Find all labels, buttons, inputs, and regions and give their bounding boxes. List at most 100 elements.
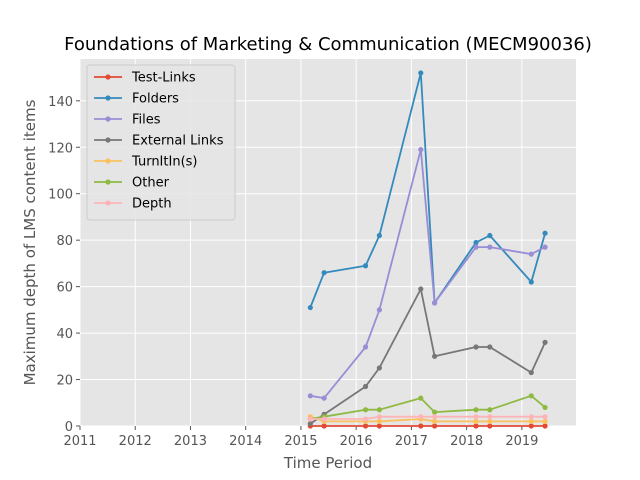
legend-item: Test-Links — [94, 71, 196, 86]
legend-marker — [105, 137, 111, 143]
x-tick-label: 2013 — [174, 434, 207, 449]
x-tick-label: 2014 — [229, 434, 262, 449]
legend-marker — [105, 200, 111, 206]
data-point — [542, 414, 548, 420]
y-tick-label: 140 — [48, 95, 73, 110]
x-axis-label: Time Period — [283, 454, 372, 472]
data-point — [528, 369, 534, 376]
data-point — [528, 279, 534, 285]
data-point — [376, 418, 382, 424]
data-point — [307, 393, 313, 399]
series-depth — [307, 414, 548, 422]
x-tick-label: 2019 — [505, 434, 538, 449]
data-point — [376, 414, 382, 420]
x-tick-label: 2018 — [450, 434, 483, 449]
data-point — [362, 383, 369, 390]
data-point — [487, 418, 493, 424]
data-point — [362, 407, 369, 413]
data-point — [362, 423, 369, 429]
series-line — [310, 415, 546, 423]
data-point — [307, 416, 313, 422]
data-point — [307, 304, 313, 311]
series-line — [310, 415, 546, 420]
data-point — [528, 423, 534, 429]
legend-box — [86, 64, 236, 221]
data-point — [418, 70, 424, 76]
y-tick-label: 80 — [56, 234, 73, 249]
y-tick-label: 60 — [56, 281, 73, 296]
data-point — [376, 232, 382, 239]
legend-marker — [105, 95, 111, 101]
data-point — [321, 416, 327, 422]
data-point — [473, 407, 479, 413]
data-point — [473, 244, 479, 250]
data-point — [528, 418, 534, 424]
data-point — [487, 414, 493, 420]
data-point — [473, 239, 479, 246]
y-axis-label: Maximum depth of LMS content items — [21, 99, 39, 385]
legend-item: Folders — [94, 92, 179, 107]
x-tick-label: 2016 — [340, 434, 373, 449]
data-point — [432, 409, 438, 415]
data-point — [432, 300, 438, 306]
legend-label: Files — [132, 113, 161, 128]
series-files — [307, 146, 548, 401]
y-tick-label: 40 — [56, 327, 73, 342]
data-point — [432, 353, 438, 359]
data-point — [321, 423, 327, 429]
data-point — [487, 423, 493, 429]
data-point — [528, 393, 534, 399]
series-line — [310, 394, 546, 420]
x-tick-label: 2011 — [63, 434, 96, 449]
data-point — [487, 232, 493, 239]
legend-item: Depth — [94, 197, 172, 212]
legend-label: Other — [132, 176, 170, 191]
data-point — [362, 263, 369, 269]
data-point — [487, 244, 493, 250]
legend-label: Folders — [132, 92, 179, 107]
data-point — [542, 418, 548, 424]
legend-label: Test-Links — [131, 71, 196, 86]
data-point — [473, 344, 479, 350]
data-point — [376, 307, 382, 313]
data-point — [307, 421, 313, 427]
legend-marker — [105, 179, 111, 185]
x-axis-ticks: 2011 2012 2013 2014 2015 2016 2017 2018 2019 — [63, 426, 538, 449]
legend-marker — [105, 74, 111, 80]
x-tick-label: 2017 — [395, 434, 428, 449]
data-point — [432, 423, 438, 429]
series-line — [310, 148, 546, 400]
y-tick-label: 0 — [65, 420, 73, 435]
data-point — [432, 414, 438, 420]
data-point — [473, 423, 479, 429]
series-line — [309, 72, 546, 308]
data-point — [542, 404, 548, 411]
legend-marker — [105, 158, 111, 164]
legend-item: External Links — [94, 134, 224, 149]
data-point — [321, 395, 327, 401]
series-external-links — [307, 286, 548, 427]
data-point — [418, 286, 424, 292]
data-point — [542, 244, 548, 250]
legend-item: TurnItIn(s) — [94, 155, 197, 170]
series-other — [307, 393, 548, 422]
legend-label: TurnItIn(s) — [131, 155, 197, 170]
data-point — [362, 416, 369, 422]
x-tick-label: 2015 — [284, 434, 317, 449]
y-tick-label: 120 — [48, 141, 73, 156]
series-turnitin-s — [307, 414, 548, 424]
data-point — [487, 344, 493, 350]
chart-title: Foundations of Marketing & Communication… — [64, 34, 592, 55]
data-point — [418, 414, 424, 420]
data-point — [528, 251, 534, 257]
data-point — [376, 407, 382, 413]
y-tick-label: 20 — [56, 374, 73, 389]
series-layer — [307, 70, 548, 429]
data-point — [418, 146, 424, 153]
x-tick-label: 2012 — [119, 434, 152, 449]
data-point — [487, 407, 493, 413]
series-line — [309, 288, 546, 425]
data-point — [418, 423, 424, 429]
